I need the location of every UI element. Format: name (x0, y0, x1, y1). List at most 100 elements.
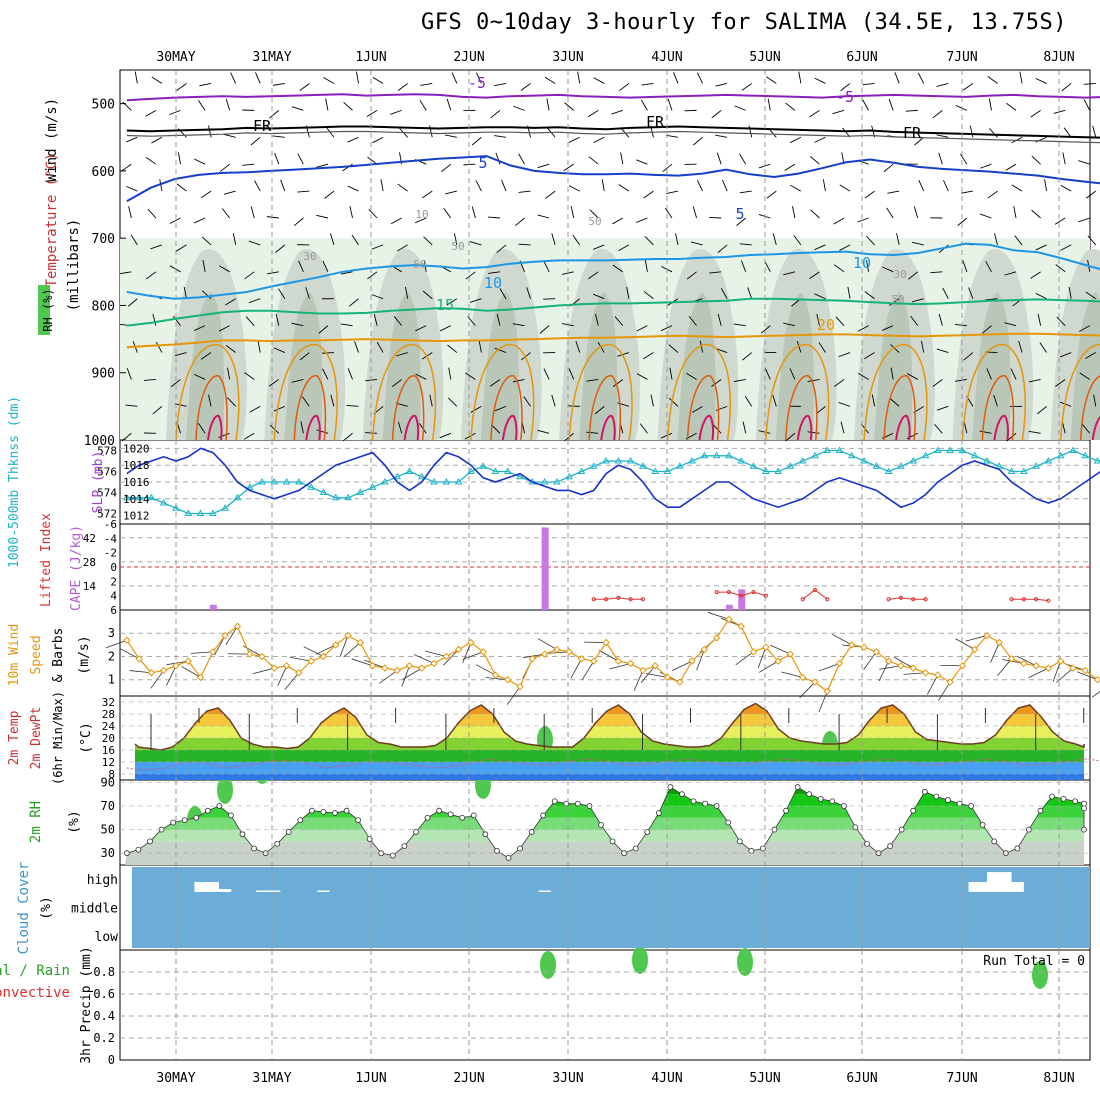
wind-barb (495, 152, 501, 165)
rh2m-marker (725, 819, 732, 826)
date-label-top: 2JUN (453, 50, 484, 65)
wind-barb (390, 217, 402, 225)
wind-barb (266, 216, 279, 219)
wind10-marker (749, 648, 758, 656)
wind-barb (712, 424, 722, 434)
rh2m-marker (598, 821, 604, 828)
wind-barb (208, 125, 212, 138)
wind10-barb (1052, 660, 1062, 682)
wind-barb (568, 368, 575, 380)
wind-barb (840, 83, 851, 92)
wind10-barb (129, 670, 152, 674)
wind-barb (371, 244, 384, 250)
wind10-barb (581, 660, 595, 681)
wind-barb (783, 322, 795, 327)
wind-barb (1059, 401, 1072, 407)
wind10-marker (553, 645, 561, 654)
axis-label-cloud-cover: Cloud Cover (16, 862, 32, 955)
wind-barb (183, 286, 187, 299)
wind-barb (520, 352, 531, 361)
wind-barb (643, 352, 654, 360)
wind-barb (451, 72, 458, 84)
wind-barb (979, 213, 992, 219)
wind-barb (785, 432, 796, 442)
ytick-label-p5: 12 (102, 756, 115, 769)
thickness-marker (294, 478, 303, 485)
wind-barb (936, 83, 949, 87)
wind-barb (393, 316, 403, 326)
thickness-marker (774, 467, 782, 474)
ytick-label-p1: 500 (92, 98, 115, 113)
contour-label: -5 (836, 88, 854, 106)
wind-barb (577, 71, 581, 84)
wind-barb (612, 379, 624, 388)
wind10-barb (547, 651, 570, 654)
wind-barb (326, 127, 335, 138)
ytick-label-p5: 32 (102, 696, 115, 709)
wind-barb (957, 217, 968, 226)
wind-barb (1093, 394, 1097, 407)
wind10-barb (252, 667, 275, 675)
wind-barb (518, 153, 525, 165)
thickness-marker (614, 457, 623, 464)
ytick-label-p5: 28 (102, 708, 115, 721)
wind10-marker (737, 622, 745, 630)
wind-barb (1060, 184, 1072, 192)
wind-barb (537, 429, 550, 434)
wind-barb (518, 243, 531, 246)
isotherm-30-loop (600, 414, 616, 441)
rh2m-marker (470, 812, 477, 819)
thickness-marker (405, 467, 414, 474)
lifted-index-marker (640, 597, 646, 602)
rh2m-marker (1060, 795, 1067, 802)
wind-barb (272, 83, 285, 86)
wind-barb (742, 352, 753, 361)
wind10-marker (307, 657, 315, 665)
wind-barb (592, 293, 605, 300)
wind-barb (962, 83, 974, 91)
wind-barb (747, 287, 753, 299)
wind-barb (397, 183, 408, 192)
wind10-marker (1032, 662, 1040, 670)
thickness-marker (946, 446, 954, 453)
wind-barb (390, 109, 402, 115)
wind10-marker (160, 666, 168, 675)
wind-barb (994, 233, 998, 246)
wind10-barb (990, 642, 1000, 663)
axis-label-cape: CAPE (J/kg) (69, 525, 84, 611)
lifted-index-line (716, 591, 766, 597)
wind10-marker (368, 662, 377, 670)
wind10-barb (106, 639, 127, 649)
lifted-index-marker (739, 593, 744, 598)
wind-barb (1061, 421, 1066, 434)
wind-barb (930, 271, 943, 274)
thickness-marker (553, 478, 561, 485)
wind-barb (568, 136, 580, 143)
wind-barb (1028, 379, 1041, 383)
wind10-barb (339, 635, 349, 657)
wind-barb (340, 323, 353, 327)
wind-barb (526, 287, 531, 299)
wind-barb (291, 106, 304, 111)
axis-label-slp: SLP (mb) (91, 451, 106, 514)
wind-barb (198, 100, 206, 111)
wind-barb (249, 405, 261, 413)
rh2m-marker (193, 814, 200, 821)
wind10-marker (823, 687, 831, 696)
ytick-label-thick: 572 (97, 508, 117, 521)
wind-barb (568, 185, 580, 192)
wind10-marker (798, 673, 807, 682)
wind-barb (152, 406, 163, 415)
temp2m-line (134, 702, 1085, 751)
rh-contour-label: 50 (588, 215, 601, 228)
wind-barb (242, 163, 255, 166)
rh2m-marker (251, 845, 257, 852)
wind-barb (833, 217, 845, 225)
wind-barb (316, 429, 329, 434)
isotherm-30-loop (698, 414, 715, 441)
isotherm-20-loop (961, 343, 1026, 441)
wind10-marker (995, 638, 1003, 647)
wind10-marker (970, 645, 979, 654)
thickness-marker (749, 462, 758, 469)
wind10-marker (774, 657, 782, 665)
